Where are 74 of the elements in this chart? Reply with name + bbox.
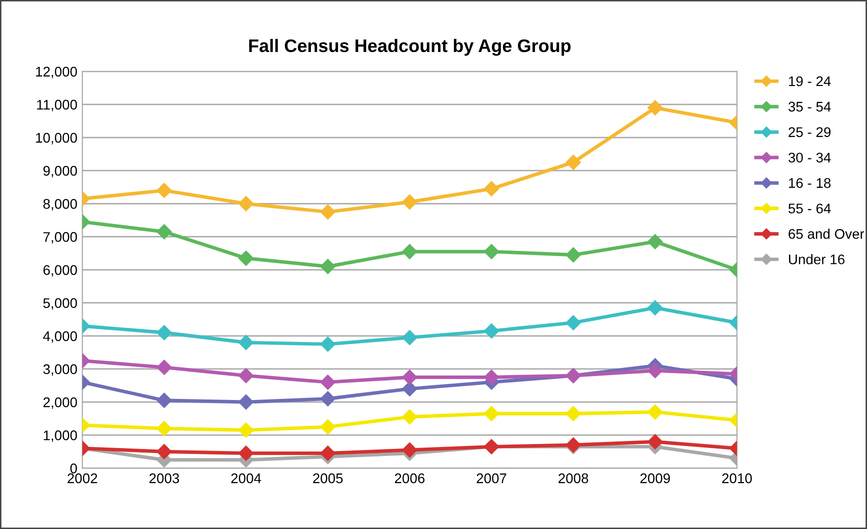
point xyxy=(484,244,500,260)
point xyxy=(648,234,663,250)
point xyxy=(238,394,254,410)
point xyxy=(320,204,336,220)
x-tick-label: 2008 xyxy=(558,473,588,484)
point xyxy=(402,442,418,458)
y-tick-label: 1,000 xyxy=(44,430,77,442)
x-tick-label: 2010 xyxy=(722,473,752,484)
point xyxy=(402,194,418,210)
point xyxy=(320,374,336,390)
point xyxy=(320,336,336,352)
x-tick-label: 2009 xyxy=(640,473,670,484)
y-tick-label: 8,000 xyxy=(43,199,77,210)
point xyxy=(402,244,418,260)
legend-label: 16 - 18 xyxy=(789,178,831,188)
point xyxy=(484,323,500,339)
point xyxy=(402,370,418,385)
point xyxy=(566,247,581,262)
y-tick-label: 11,000 xyxy=(37,100,77,112)
point xyxy=(320,391,336,406)
legend-label: Under 16 xyxy=(789,254,844,264)
point xyxy=(238,334,254,350)
y-tick-label: 10,000 xyxy=(36,132,77,144)
point xyxy=(566,315,581,330)
point xyxy=(320,419,336,434)
point xyxy=(238,196,254,212)
point xyxy=(648,300,663,316)
y-tick-label: 2,000 xyxy=(43,397,77,409)
x-tick-label: 2004 xyxy=(231,473,262,484)
point xyxy=(156,420,172,436)
point xyxy=(566,406,581,422)
legend-label: 55 - 64 xyxy=(788,204,831,214)
point xyxy=(156,182,172,198)
y-tick-label: 9,000 xyxy=(43,166,77,178)
y-tick-label: 3,000 xyxy=(43,364,77,376)
point xyxy=(648,100,663,116)
chart-title: Fall Census Headcount by Age Group xyxy=(249,38,571,56)
point xyxy=(156,224,172,240)
legend-label: 25 - 29 xyxy=(788,127,831,138)
point xyxy=(648,434,663,450)
legend-label: 65 and Over xyxy=(788,228,864,239)
point xyxy=(484,406,500,422)
point xyxy=(566,154,581,170)
point xyxy=(320,446,336,461)
x-tick-label: 2005 xyxy=(313,473,343,484)
point xyxy=(320,258,336,274)
point xyxy=(648,363,663,378)
x-tick-label: 2002 xyxy=(68,473,98,484)
y-tick-label: 6,000 xyxy=(43,265,77,277)
point xyxy=(156,360,172,375)
point xyxy=(156,392,172,408)
point xyxy=(238,250,254,266)
legend-label: 30 - 34 xyxy=(788,152,831,163)
point xyxy=(238,422,254,438)
y-tick-label: 7,000 xyxy=(43,232,77,244)
x-tick-label: 2007 xyxy=(476,473,506,484)
x-tick-label: 2006 xyxy=(394,473,424,484)
point xyxy=(156,444,172,460)
y-tick-label: 4,000 xyxy=(43,331,77,343)
point xyxy=(402,330,418,346)
legend-label: 35 - 54 xyxy=(788,102,831,112)
point xyxy=(648,404,663,420)
point xyxy=(238,446,254,461)
point xyxy=(156,325,172,340)
point xyxy=(402,381,418,396)
x-tick-label: 2003 xyxy=(149,473,180,484)
point xyxy=(484,181,500,196)
legend-label: 19 - 24 xyxy=(789,76,831,86)
point xyxy=(238,368,254,384)
y-tick-label: 0 xyxy=(70,464,77,474)
y-tick-label: 5,000 xyxy=(43,298,77,310)
point xyxy=(402,409,418,424)
y-tick-label: 12,000 xyxy=(36,66,77,78)
point xyxy=(484,370,500,385)
